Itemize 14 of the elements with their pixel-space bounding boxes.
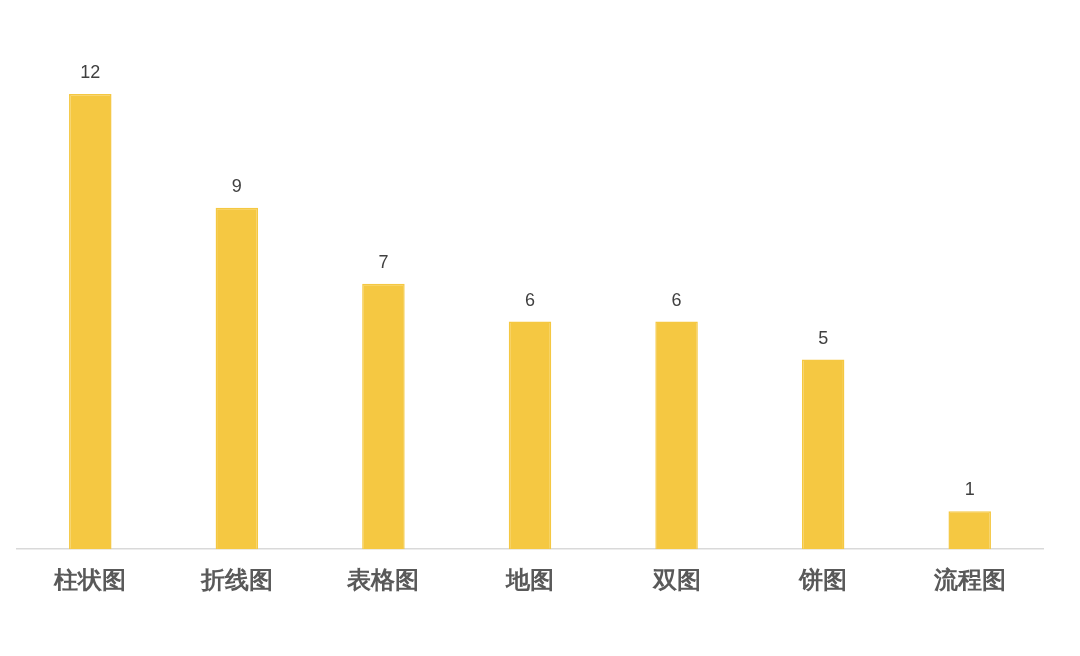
x-tick-label: 柱状图 <box>53 565 127 594</box>
data-label: 5 <box>818 327 829 348</box>
data-label: 1 <box>964 479 975 500</box>
data-label: 9 <box>231 175 242 196</box>
x-tick-label: 表格图 <box>346 565 420 594</box>
x-tick-label: 双图 <box>651 565 701 594</box>
x-tick-label: 地图 <box>505 565 554 594</box>
data-label: 6 <box>524 289 536 310</box>
x-tick-label: 饼图 <box>798 565 848 594</box>
x-tick-label: 折线图 <box>199 565 273 594</box>
data-label: 7 <box>378 251 389 272</box>
data-label: 6 <box>671 289 682 310</box>
data-label: 12 <box>80 61 101 82</box>
x-tick-label: 流程图 <box>932 565 1006 594</box>
